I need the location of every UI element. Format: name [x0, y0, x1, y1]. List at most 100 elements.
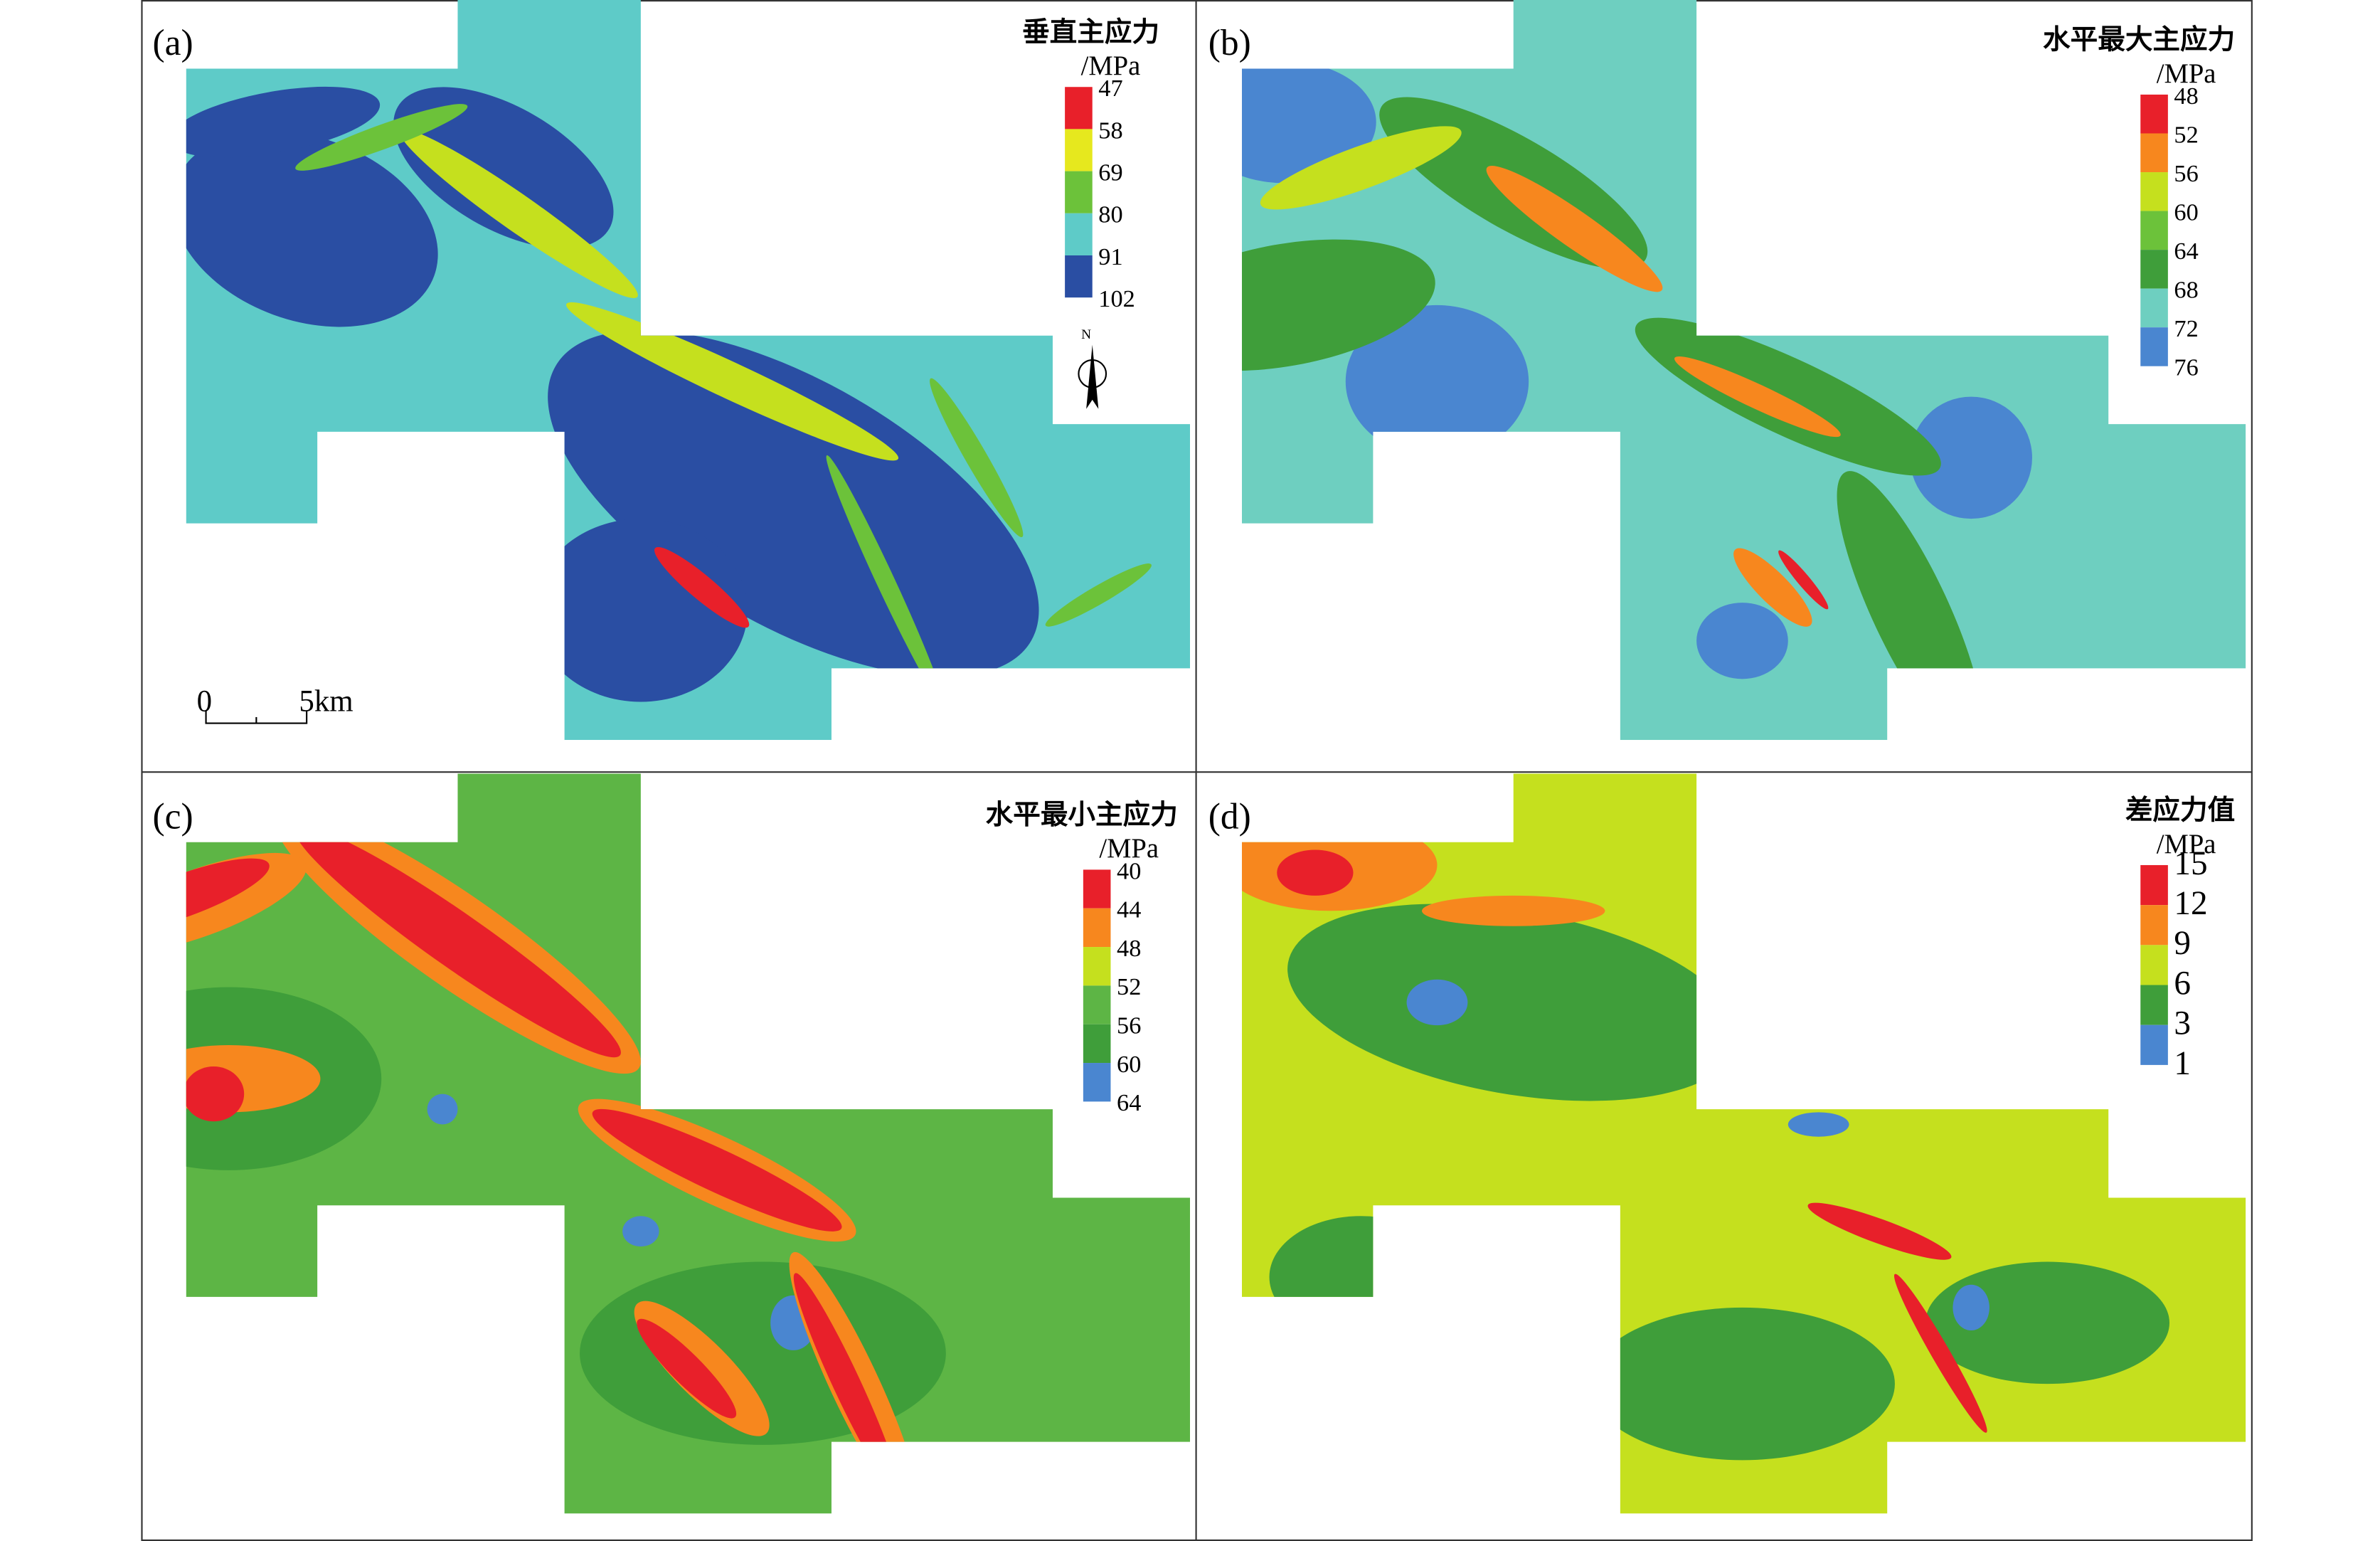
- contour-zone: [592, 1108, 842, 1232]
- panel-label-bg: [1199, 785, 1279, 841]
- contour-zone: [186, 858, 270, 933]
- contour-zone: [1521, 1384, 1598, 1445]
- contour-zone: [1696, 603, 1788, 679]
- contour-zone: [1925, 1261, 2170, 1384]
- legend-unit: /MPa: [2157, 830, 2216, 859]
- legend-unit: /MPa: [1099, 834, 1159, 864]
- legend-tick: 72: [2174, 315, 2198, 342]
- panel-label-bg: [143, 12, 223, 68]
- legend-tick: 91: [1098, 243, 1122, 270]
- map: [186, 773, 1190, 1514]
- contour-zone: [1269, 1216, 1452, 1338]
- legend-swatch: [1065, 171, 1093, 213]
- panel-label-bg: [143, 785, 223, 841]
- contour-zone: [637, 1318, 737, 1419]
- legend-tick: 58: [1098, 117, 1122, 144]
- legend-tick: 52: [2174, 121, 2198, 148]
- contour-zone: [1241, 239, 1435, 371]
- contour-zone: [654, 546, 750, 628]
- contour-zone: [427, 1093, 458, 1125]
- legend-tick: 102: [1098, 285, 1135, 312]
- legend-swatch: [2140, 94, 2168, 134]
- legend-tick: 68: [2174, 276, 2198, 303]
- contour-zone: [1787, 1112, 1849, 1137]
- panel-label: (b): [1208, 23, 1251, 63]
- legend-tick: 80: [1098, 201, 1122, 228]
- contour-zone: [1953, 1284, 1989, 1331]
- legend-title: 水平最大主应力: [2043, 25, 2235, 55]
- legend-tick: 56: [2174, 160, 2198, 187]
- legend-tick: 69: [1098, 159, 1122, 186]
- legend-swatch: [2140, 172, 2168, 211]
- legend-swatch: [1065, 129, 1093, 171]
- legend-swatch: [2140, 211, 2168, 250]
- legend-swatch: [2140, 945, 2168, 985]
- contour-zone: [1277, 849, 1354, 896]
- contour-zone: [393, 87, 614, 249]
- contour-zone: [295, 104, 468, 171]
- contour-zone: [1778, 550, 1829, 610]
- legend-tick: 9: [2174, 925, 2191, 962]
- legend-tick: 60: [1117, 1051, 1141, 1078]
- contour-zone: [294, 825, 621, 1058]
- legend-tick: 60: [2174, 198, 2198, 226]
- contour-zone: [1241, 60, 1376, 184]
- contour-zone: [566, 302, 899, 461]
- contour-zone: [1910, 396, 2032, 519]
- legend-tick: 47: [1098, 75, 1122, 102]
- legend-swatch: [1083, 908, 1111, 948]
- contour-zone: [1287, 904, 1740, 1101]
- legend-swatch: [2140, 133, 2168, 173]
- contour-zone: [1589, 1307, 1895, 1461]
- contour-zone: [1635, 317, 1941, 476]
- contour-zone: [793, 1273, 901, 1495]
- legend-swatch: [2140, 288, 2168, 328]
- legend-tick: 12: [2174, 885, 2207, 922]
- legend-tick: 48: [2174, 83, 2198, 110]
- contour-zone: [1893, 1273, 1987, 1433]
- contour-zone: [1733, 548, 1812, 627]
- panel-label: (a): [152, 23, 193, 63]
- legend-swatch: [2140, 985, 2168, 1025]
- contour-zone: [186, 130, 438, 327]
- legend-swatch: [2140, 864, 2168, 906]
- legend-title: 差应力值: [2125, 795, 2235, 826]
- legend-swatch: [1083, 947, 1111, 986]
- contour-zone: [1045, 563, 1152, 627]
- legend-tick: 64: [2174, 238, 2198, 265]
- contour-zone: [533, 519, 748, 702]
- legend-title: 垂直主应力: [1022, 17, 1159, 48]
- legend-swatch: [2140, 327, 2168, 366]
- legend-tick: 3: [2174, 1005, 2191, 1042]
- legend-tick: 15: [2174, 845, 2207, 882]
- contour-zone: [622, 1216, 659, 1247]
- contour-zone: [1807, 1202, 1952, 1260]
- scale-end: 5km: [299, 684, 353, 718]
- legend-tick: 76: [2174, 354, 2198, 381]
- north-arrow: N: [1078, 327, 1107, 409]
- contour-zone: [930, 378, 1024, 538]
- legend-swatch: [1065, 255, 1093, 298]
- contour-zone: [548, 330, 1039, 677]
- legend-swatch: [1083, 869, 1111, 909]
- map: [1241, 773, 2246, 1514]
- legend-swatch: [2140, 250, 2168, 289]
- legend-tick: 6: [2174, 965, 2191, 1002]
- panel-label: (d): [1208, 796, 1251, 837]
- scale-bar: 0 5km: [197, 684, 354, 724]
- legend-swatch: [2140, 905, 2168, 946]
- map: [186, 0, 1190, 741]
- legend-tick: 64: [1117, 1089, 1141, 1116]
- contour-zone: [1260, 126, 1462, 210]
- scale-start: 0: [197, 684, 212, 718]
- contour-zone: [186, 86, 381, 158]
- legend-swatch: [1083, 985, 1111, 1024]
- legend-unit: /MPa: [2157, 59, 2216, 89]
- contour-zone: [826, 455, 944, 704]
- map: [1241, 0, 2246, 741]
- contour-zone: [399, 129, 638, 298]
- legend-tick: 1: [2174, 1045, 2191, 1082]
